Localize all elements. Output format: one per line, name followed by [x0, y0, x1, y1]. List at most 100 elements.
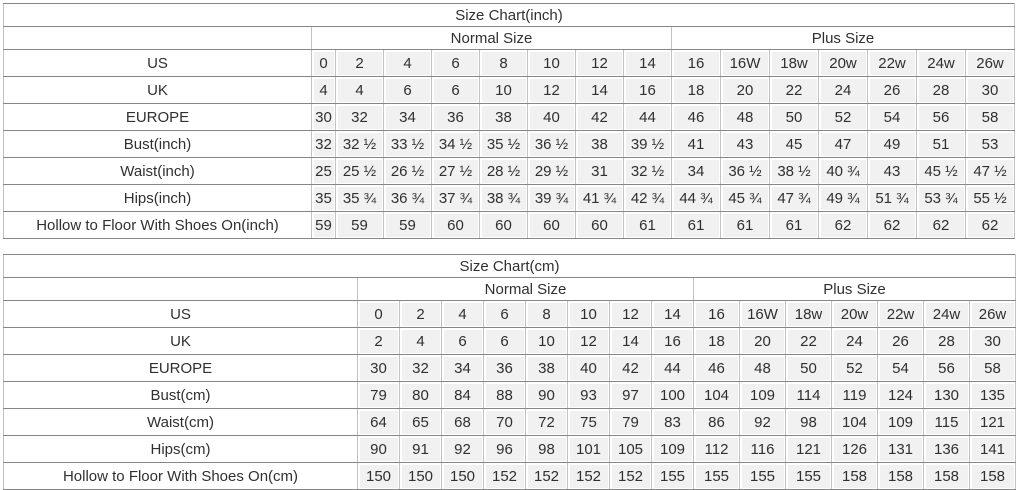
size-value-cell: 29 ½ [527, 157, 576, 185]
size-value-cell: 52 [831, 354, 878, 382]
table-row: UK 4 4 6 6 10 12 14 16 18 20 22 24 26 28 30 [3, 76, 1015, 104]
size-value-cell: 26 [867, 76, 917, 104]
size-value-cell: 53 ¾ [916, 184, 966, 212]
row-label: EUROPE [3, 103, 312, 131]
size-value-cell: 22w [877, 300, 924, 328]
size-value-cell: 38 ½ [769, 157, 819, 185]
size-value-cell: 30 [965, 76, 1015, 104]
size-value-cell: 96 [483, 435, 526, 463]
size-value-cell: 97 [609, 381, 652, 409]
size-value-cell: 62 [965, 211, 1015, 239]
table-row: UK 2 4 6 6 10 12 14 16 18 20 22 24 26 28 30 [3, 327, 1016, 355]
size-value-cell: 100 [651, 381, 694, 409]
row-label: Hips(cm) [3, 435, 358, 463]
size-value-cell: 22 [785, 327, 832, 355]
size-value-cell: 136 [923, 435, 970, 463]
size-value-cell: 26 [877, 327, 924, 355]
size-value-cell: 45 [769, 130, 819, 158]
size-value-cell: 84 [441, 381, 484, 409]
size-value-cell: 60 [479, 211, 528, 239]
size-value-cell: 126 [831, 435, 878, 463]
size-value-cell: 46 [693, 354, 740, 382]
size-value-cell: 14 [609, 327, 652, 355]
size-value-cell: 135 [969, 381, 1016, 409]
size-value-cell: 60 [431, 211, 480, 239]
size-value-cell: 24 [818, 76, 868, 104]
size-value-cell: 18 [671, 76, 721, 104]
size-value-cell: 47 [818, 130, 868, 158]
size-value-cell: 98 [785, 408, 832, 436]
size-value-cell: 55 ½ [965, 184, 1015, 212]
size-value-cell: 30 [357, 354, 400, 382]
table-row: Hollow to Floor With Shoes On(inch) 59 59 5… [3, 211, 1015, 239]
size-value-cell: 8 [525, 300, 568, 328]
size-value-cell: 10 [479, 76, 528, 104]
size-value-cell: 75 [567, 408, 610, 436]
size-value-cell: 59 [383, 211, 432, 239]
size-value-cell: 51 [916, 130, 966, 158]
size-value-cell: 131 [877, 435, 924, 463]
size-value-cell: 12 [575, 49, 624, 77]
size-value-cell: 52 [818, 103, 868, 131]
size-value-cell: 30 [311, 103, 336, 131]
size-value-cell: 47 ¾ [769, 184, 819, 212]
size-value-cell: 38 [525, 354, 568, 382]
size-value-cell: 64 [357, 408, 400, 436]
size-value-cell: 54 [877, 354, 924, 382]
corner-cell [3, 277, 358, 301]
size-value-cell: 155 [651, 462, 694, 490]
size-value-cell: 22 [769, 76, 819, 104]
size-value-cell: 28 [923, 327, 970, 355]
size-value-cell: 121 [969, 408, 1016, 436]
size-value-cell: 51 ¾ [867, 184, 917, 212]
size-value-cell: 60 [527, 211, 576, 239]
size-value-cell: 14 [575, 76, 624, 104]
row-label: UK [3, 327, 358, 355]
size-value-cell: 124 [877, 381, 924, 409]
size-value-cell: 34 [441, 354, 484, 382]
size-value-cell: 16 [671, 49, 721, 77]
size-value-cell: 16W [720, 49, 770, 77]
size-value-cell: 98 [525, 435, 568, 463]
size-value-cell: 79 [357, 381, 400, 409]
row-label: Waist(cm) [3, 408, 358, 436]
table-row: Bust(cm) 79 80 84 88 90 93 97 100 104 109 114 119 124… [3, 381, 1016, 409]
size-value-cell: 24w [916, 49, 966, 77]
size-value-cell: 36 ½ [527, 130, 576, 158]
size-value-cell: 93 [567, 381, 610, 409]
size-value-cell: 36 [431, 103, 480, 131]
size-value-cell: 26w [965, 49, 1015, 77]
size-value-cell: 152 [567, 462, 610, 490]
table-row: EUROPE 30 32 34 36 38 40 42 44 46 48 50 52 54 56 58 [3, 354, 1016, 382]
size-value-cell: 35 [311, 184, 336, 212]
size-value-cell: 92 [441, 435, 484, 463]
size-value-cell: 56 [923, 354, 970, 382]
size-value-cell: 91 [399, 435, 442, 463]
size-value-cell: 104 [693, 381, 740, 409]
size-value-cell: 14 [623, 49, 672, 77]
size-value-cell: 37 ¾ [431, 184, 480, 212]
size-value-cell: 4 [383, 49, 432, 77]
table-row: Hips(inch) 35 35 ¾ 36 ¾ 37 ¾ 38 ¾ 39 ¾ 41 ¾ 42 ¾… [3, 184, 1015, 212]
size-value-cell: 48 [739, 354, 786, 382]
group-header: Normal Size [311, 26, 672, 50]
size-value-cell: 20 [720, 76, 770, 104]
size-value-cell: 61 [671, 211, 721, 239]
table-row: Waist(cm) 64 65 68 70 72 75 79 83 86 92 98 104 109 115… [3, 408, 1016, 436]
size-value-cell: 33 ½ [383, 130, 432, 158]
size-value-cell: 35 ¾ [335, 184, 384, 212]
size-value-cell: 20 [739, 327, 786, 355]
size-value-cell: 44 ¾ [671, 184, 721, 212]
size-value-cell: 24w [923, 300, 970, 328]
size-value-cell: 16 [693, 300, 740, 328]
size-value-cell: 26 ½ [383, 157, 432, 185]
size-value-cell: 119 [831, 381, 878, 409]
size-value-cell: 114 [785, 381, 832, 409]
size-value-cell: 46 [671, 103, 721, 131]
size-value-cell: 28 [916, 76, 966, 104]
size-value-cell: 26w [969, 300, 1016, 328]
row-label: Bust(inch) [3, 130, 312, 158]
size-value-cell: 109 [739, 381, 786, 409]
size-value-cell: 43 [867, 157, 917, 185]
size-value-cell: 155 [739, 462, 786, 490]
